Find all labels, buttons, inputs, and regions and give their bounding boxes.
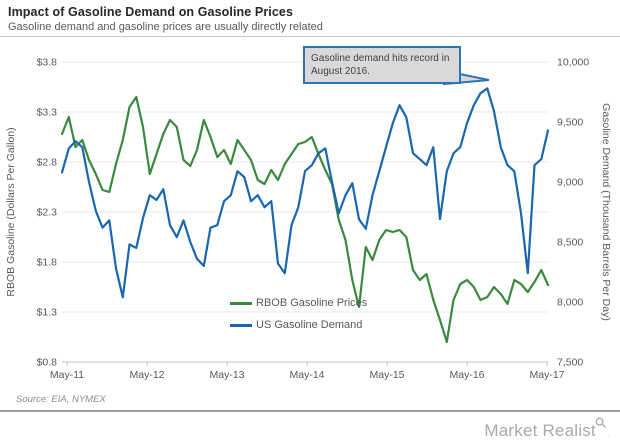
x-axis-tick-label: May-11 bbox=[50, 369, 84, 381]
right-axis-title: Gasoline Demand (Thousand Barrels Per Da… bbox=[600, 103, 612, 321]
right-axis-tick-label: 8,500 bbox=[557, 237, 583, 249]
x-axis-tick-label: May-17 bbox=[529, 369, 564, 381]
page-title: Impact of Gasoline Demand on Gasoline Pr… bbox=[8, 5, 294, 19]
left-axis-tick-label: $0.8 bbox=[37, 357, 58, 369]
footer-divider bbox=[0, 410, 620, 412]
legend-swatch-prices bbox=[230, 301, 252, 305]
source-credit: Source: EIA, NYMEX bbox=[16, 394, 106, 405]
right-axis-tick-label: 9,500 bbox=[557, 117, 583, 129]
right-axis-tick-label: 8,000 bbox=[557, 297, 583, 309]
brand-text: Market Realist bbox=[484, 421, 596, 440]
page-subtitle: Gasoline demand and gasoline prices are … bbox=[8, 21, 323, 33]
legend-item-prices: RBOB Gasoline Prices bbox=[230, 292, 367, 314]
legend-label-prices: RBOB Gasoline Prices bbox=[256, 297, 368, 309]
left-axis-tick-label: $1.3 bbox=[37, 307, 58, 319]
x-axis-tick-label: May-16 bbox=[449, 369, 484, 381]
brand-mark: . bbox=[607, 431, 610, 438]
legend-swatch-demand bbox=[230, 323, 252, 327]
right-axis-tick-label: 7,500 bbox=[557, 357, 583, 369]
series-line-prices bbox=[60, 95, 550, 344]
annotation-line1: Gasoline demand hits record in bbox=[311, 53, 450, 64]
left-axis-tick-label: $2.3 bbox=[37, 207, 58, 219]
x-axis-tick-label: May-13 bbox=[209, 369, 244, 381]
right-axis-tick-label: 9,000 bbox=[557, 177, 583, 189]
annotation-line2: August 2016. bbox=[311, 66, 370, 77]
left-axis-tick-label: $2.8 bbox=[37, 157, 58, 169]
left-axis-tick-label: $3.3 bbox=[37, 107, 58, 119]
x-axis-tick-label: May-15 bbox=[369, 369, 404, 381]
brand-logo: Market Realist. bbox=[484, 417, 610, 441]
left-axis-tick-label: $1.8 bbox=[37, 257, 58, 269]
x-axis-tick-label: May-14 bbox=[289, 369, 324, 381]
header-divider bbox=[0, 36, 620, 37]
left-axis-title: RBOB Gasoline (Dollars Per Gallon) bbox=[5, 127, 17, 296]
right-axis-tick-label: 10,000 bbox=[557, 57, 589, 69]
magnifier-icon bbox=[595, 414, 607, 433]
legend: RBOB Gasoline Prices US Gasoline Demand bbox=[230, 292, 367, 336]
left-axis-tick-label: $3.8 bbox=[37, 57, 58, 69]
annotation-callout: Gasoline demand hits record in August 20… bbox=[303, 46, 461, 84]
x-axis-tick-label: May-12 bbox=[129, 369, 164, 381]
legend-label-demand: US Gasoline Demand bbox=[256, 319, 363, 331]
series-line-demand bbox=[60, 87, 550, 299]
legend-item-demand: US Gasoline Demand bbox=[230, 314, 367, 336]
